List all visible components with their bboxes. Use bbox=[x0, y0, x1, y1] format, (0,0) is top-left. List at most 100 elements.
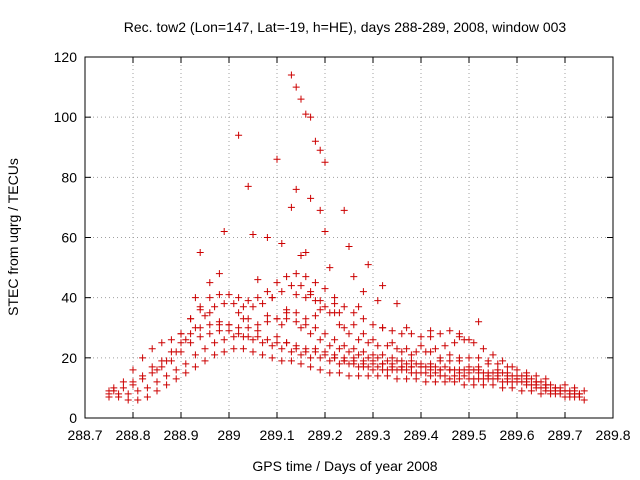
data-point bbox=[302, 294, 310, 302]
data-point bbox=[292, 318, 300, 326]
data-point bbox=[398, 363, 406, 371]
data-point bbox=[283, 306, 291, 314]
data-point bbox=[115, 390, 123, 398]
data-point bbox=[335, 345, 343, 353]
data-point bbox=[451, 378, 459, 386]
data-point bbox=[263, 318, 271, 326]
data-point bbox=[302, 249, 310, 257]
data-point bbox=[561, 393, 569, 401]
data-point bbox=[427, 327, 435, 335]
data-point bbox=[494, 360, 502, 368]
data-point bbox=[201, 312, 209, 320]
data-point bbox=[446, 375, 454, 383]
data-point bbox=[345, 330, 353, 338]
data-point bbox=[475, 354, 483, 362]
data-point bbox=[326, 342, 334, 350]
data-point bbox=[259, 300, 267, 308]
data-point bbox=[134, 396, 142, 404]
data-point bbox=[215, 270, 223, 278]
data-point bbox=[551, 390, 559, 398]
data-point bbox=[191, 294, 199, 302]
data-point bbox=[331, 294, 339, 302]
data-point bbox=[311, 312, 319, 320]
data-point bbox=[239, 345, 247, 353]
data-point bbox=[321, 285, 329, 293]
data-point bbox=[326, 264, 334, 272]
data-point bbox=[311, 324, 319, 332]
data-point bbox=[206, 294, 214, 302]
data-point bbox=[551, 384, 559, 392]
data-point bbox=[494, 366, 502, 374]
data-point bbox=[321, 303, 329, 311]
data-point bbox=[499, 357, 507, 365]
data-point bbox=[249, 336, 257, 344]
data-point bbox=[259, 351, 267, 359]
data-point bbox=[172, 366, 180, 374]
data-point bbox=[379, 366, 387, 374]
data-point bbox=[187, 315, 195, 323]
data-point bbox=[235, 330, 243, 338]
data-point bbox=[374, 354, 382, 362]
data-point bbox=[191, 351, 199, 359]
data-point bbox=[307, 330, 315, 338]
data-point bbox=[393, 357, 401, 365]
data-point bbox=[302, 110, 310, 118]
data-point bbox=[273, 339, 281, 347]
data-point bbox=[273, 315, 281, 323]
data-point bbox=[427, 372, 435, 380]
data-point bbox=[431, 363, 439, 371]
series-spikes bbox=[191, 71, 483, 341]
data-point bbox=[230, 333, 238, 341]
data-point bbox=[417, 369, 425, 377]
data-point bbox=[369, 360, 377, 368]
data-point bbox=[331, 336, 339, 344]
x-tick-label: 289.3 bbox=[355, 427, 390, 443]
chart-title: Rec. tow2 (Lon=147, Lat=-19, h=HE), days… bbox=[124, 19, 567, 35]
data-point bbox=[523, 381, 531, 389]
x-tick-label: 289.5 bbox=[451, 427, 486, 443]
data-point bbox=[129, 378, 137, 386]
data-point bbox=[451, 339, 459, 347]
data-point bbox=[345, 243, 353, 251]
data-point bbox=[350, 309, 358, 317]
axis-ticks: 288.7 288.8 288.9 289 289.1 289.2 289.3 289.4 28… bbox=[54, 49, 631, 443]
data-point bbox=[508, 384, 516, 392]
data-point bbox=[364, 354, 372, 362]
data-point bbox=[177, 330, 185, 338]
data-point bbox=[532, 378, 540, 386]
x-tick-label: 289 bbox=[217, 427, 241, 443]
data-point bbox=[345, 348, 353, 356]
data-point bbox=[316, 336, 324, 344]
data-point bbox=[307, 363, 315, 371]
data-point bbox=[350, 321, 358, 329]
data-point bbox=[134, 387, 142, 395]
x-tick-label: 289.8 bbox=[595, 427, 630, 443]
data-point bbox=[513, 366, 521, 374]
data-point bbox=[571, 393, 579, 401]
data-point bbox=[163, 381, 171, 389]
data-point bbox=[388, 339, 396, 347]
data-point bbox=[148, 345, 156, 353]
data-point bbox=[311, 348, 319, 356]
y-tick-label: 40 bbox=[61, 290, 77, 306]
data-point bbox=[163, 372, 171, 380]
data-point bbox=[451, 372, 459, 380]
data-point bbox=[355, 372, 363, 380]
data-point bbox=[297, 282, 305, 290]
data-point bbox=[316, 354, 324, 362]
data-point bbox=[369, 366, 377, 374]
grid-lines bbox=[85, 57, 613, 418]
data-point bbox=[206, 279, 214, 287]
x-tick-label: 288.8 bbox=[115, 427, 150, 443]
data-point bbox=[566, 387, 574, 395]
data-point bbox=[287, 282, 295, 290]
data-point bbox=[302, 321, 310, 329]
data-point bbox=[292, 83, 300, 91]
data-point bbox=[364, 372, 372, 380]
data-point bbox=[302, 315, 310, 323]
data-point bbox=[340, 303, 348, 311]
data-point bbox=[364, 261, 372, 269]
data-point bbox=[542, 375, 550, 383]
data-point bbox=[278, 357, 286, 365]
